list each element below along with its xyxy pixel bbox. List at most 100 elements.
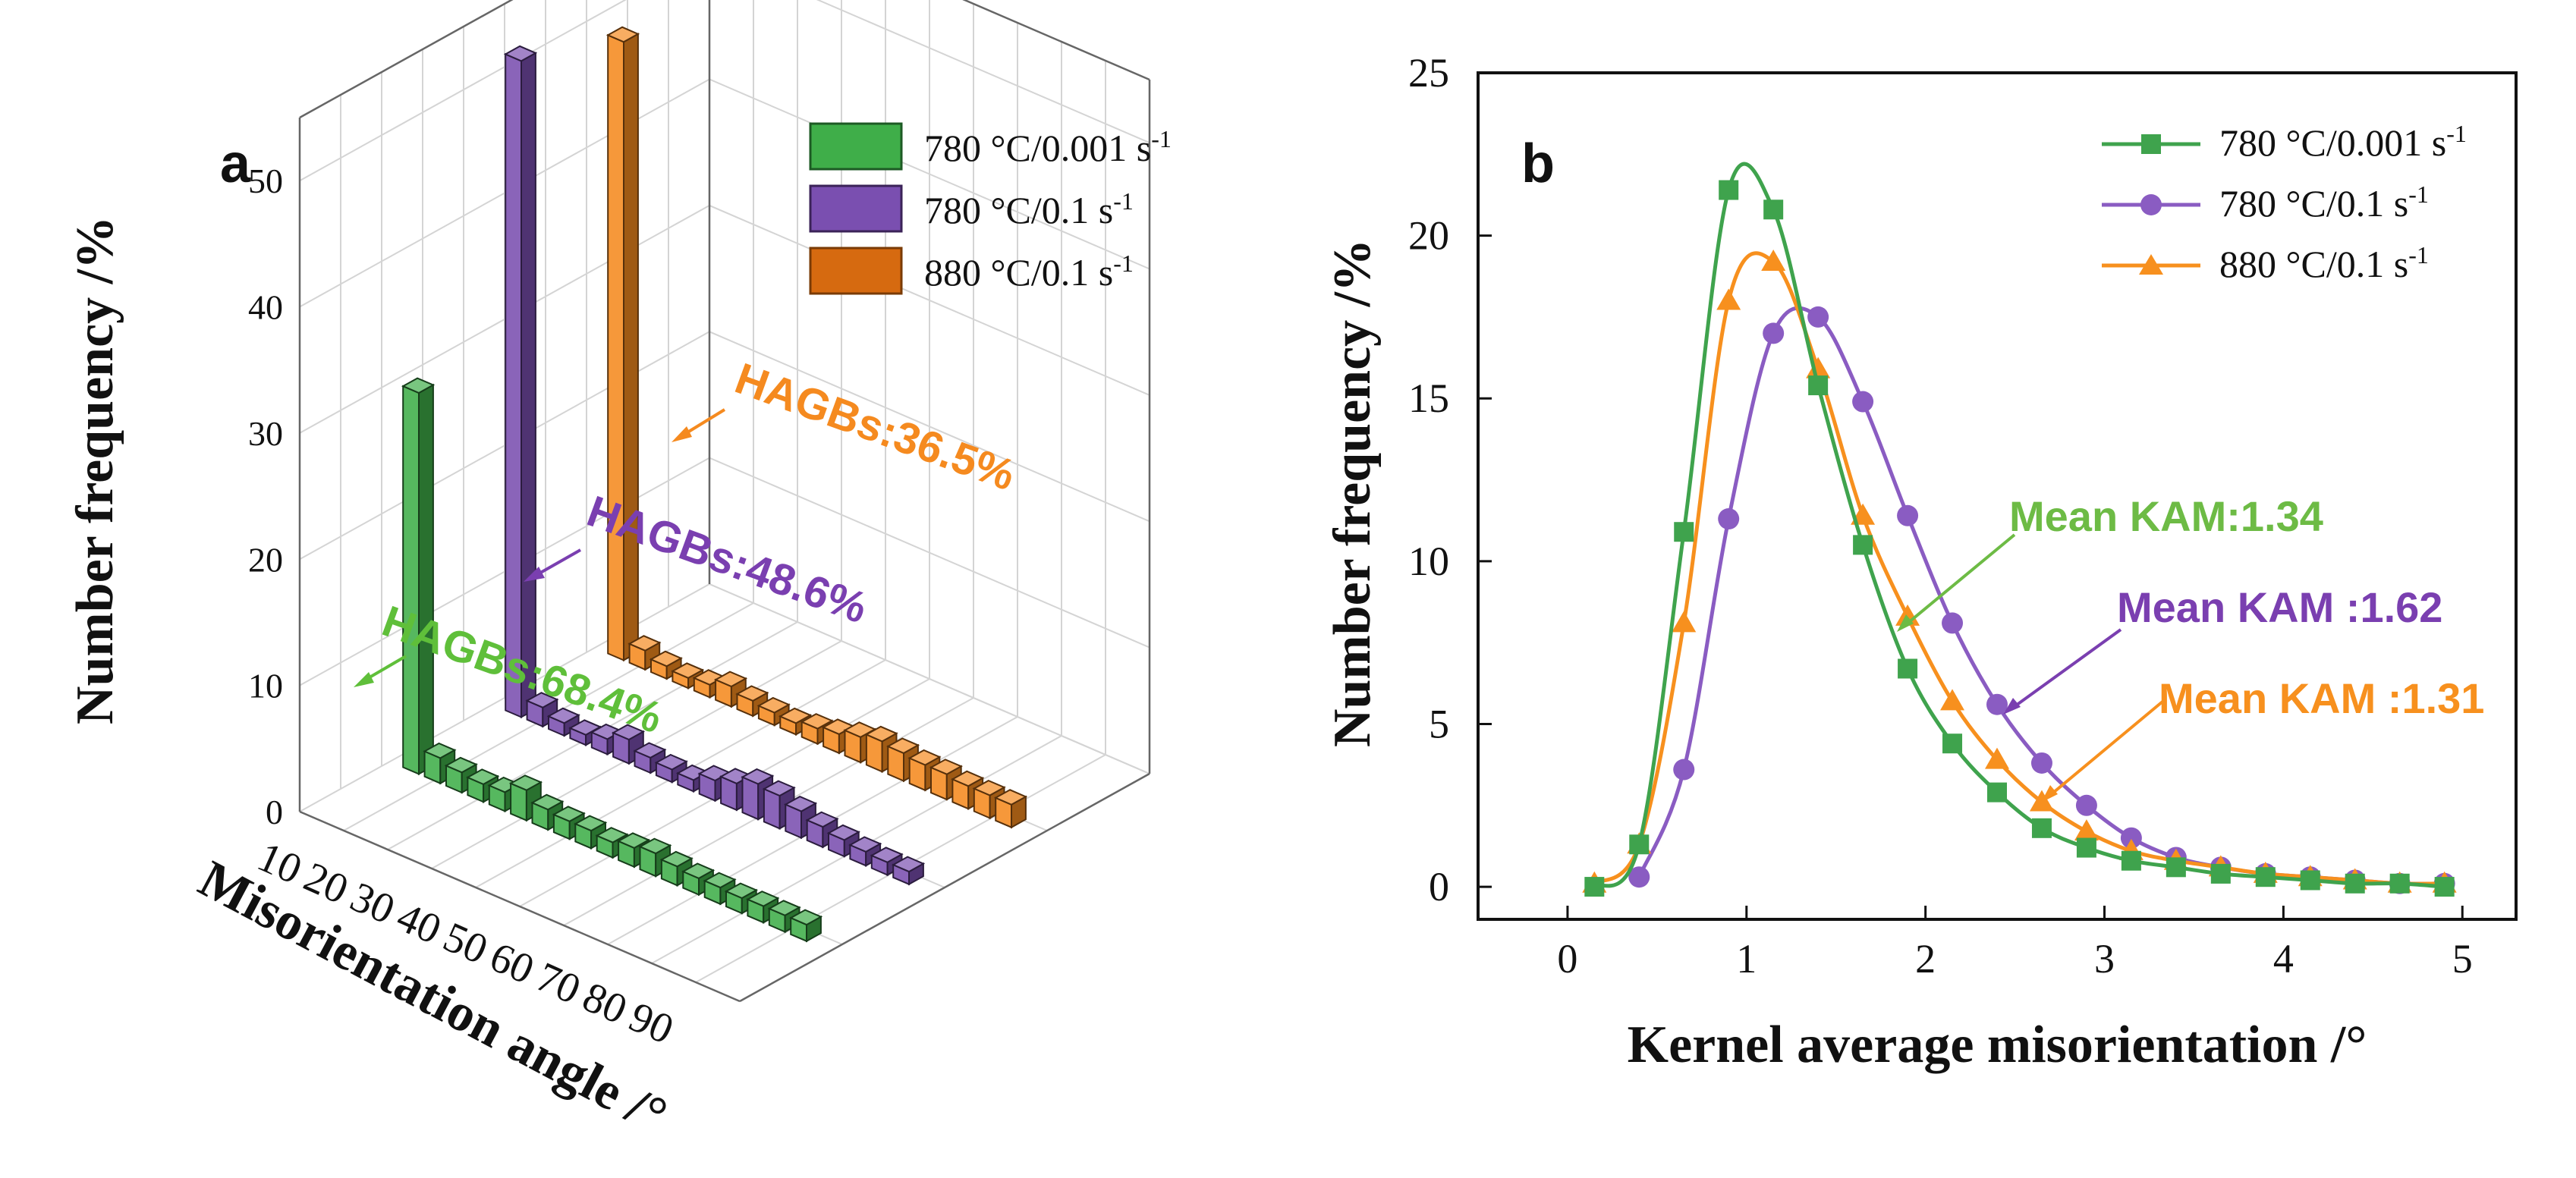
- panel-b-x-tick-label: 0: [1557, 936, 1577, 982]
- data-point-square: [1674, 522, 1694, 542]
- panel-b-x-tick-label: 3: [2094, 936, 2115, 982]
- bar-top-face: [756, 696, 791, 714]
- bar-top-face: [907, 749, 942, 766]
- panel-a-y-ticks: 0 10 20 30 40 50: [248, 162, 283, 831]
- bar-front-face: [402, 385, 420, 775]
- panel-b-ticks: 0 1 2 3 4 5 0 5 10 15 20 25: [1408, 50, 2473, 982]
- panel-b-y-tick-label: 10: [1408, 539, 1449, 584]
- series-line-880-01: [1593, 251, 2445, 886]
- panel-b-y-tick-label: 5: [1429, 701, 1449, 746]
- annotation-mean-kam-780-0001: Mean KAM:1.34: [2009, 492, 2323, 540]
- bar-top-face: [886, 737, 920, 755]
- annotation-arrowhead-kam-780-0001: [1897, 614, 1914, 632]
- panel-a-grid-line-h: [299, 0, 1150, 182]
- bar-top-face: [654, 753, 688, 771]
- data-point-triangle: [1806, 357, 1831, 379]
- bar-780-01: [503, 45, 538, 719]
- bar-top-face: [605, 26, 640, 43]
- bar-top-face: [805, 811, 839, 828]
- panel-b-annotations: Mean KAM:1.34 Mean KAM :1.62 Mean KAM :1…: [1897, 492, 2484, 803]
- panel-b-x-tick-label: 1: [1736, 936, 1757, 982]
- panel-a-x-tick-label: 90: [622, 994, 680, 1054]
- bar-top-face: [788, 909, 823, 926]
- panel-a-x-tick-label: 70: [530, 953, 587, 1013]
- data-point-square: [2031, 818, 2052, 838]
- annotation-arrowhead-880: [672, 426, 692, 442]
- data-point-triangle: [2074, 819, 2099, 841]
- data-point-square: [1719, 180, 1739, 200]
- legend-label-a-780-01: 780 °C/0.1 s-1: [924, 187, 1134, 231]
- bar-top-face: [767, 900, 801, 916]
- data-point-square: [1987, 782, 2007, 803]
- bar-780-0001: [530, 793, 565, 831]
- panel-a-label: a: [220, 134, 251, 194]
- panel-b-legend: 780 °C/0.001 s-1 780 °C/0.1 s-1 880 °C/0…: [2102, 120, 2467, 285]
- bar-880-01: [649, 650, 683, 680]
- data-point-triangle: [1940, 689, 1965, 711]
- panel-a-y-tick-label: 40: [248, 288, 283, 327]
- panel-b-x-tick-label: 2: [1915, 936, 1936, 982]
- panel-a-axis-edge: [299, 810, 741, 1003]
- annotation-mean-kam-880-01: Mean KAM :1.31: [2159, 674, 2484, 722]
- data-point-square: [2389, 873, 2410, 894]
- bar-780-0001: [423, 742, 457, 785]
- legend-label-a-880-01: 880 °C/0.1 s-1: [924, 250, 1134, 294]
- panel-a-axis-edge: [962, 0, 1150, 81]
- panel-b-x-tick-label: 4: [2273, 936, 2294, 982]
- data-point-triangle: [1985, 747, 2009, 769]
- panel-a-y-axis-title: Number frequency /%: [66, 216, 124, 724]
- data-point-circle: [1807, 306, 1829, 328]
- bar-top-face: [444, 756, 478, 774]
- bar-top-face: [746, 891, 780, 907]
- legend-marker-b-triangle: [2139, 254, 2163, 275]
- bar-top-face: [724, 882, 758, 900]
- data-point-circle: [1986, 693, 2008, 715]
- annotation-arrowhead-kam-880: [2041, 785, 2058, 803]
- panel-a-axis-edge: [299, 0, 514, 119]
- bar-880-01: [605, 26, 640, 662]
- panel-a-y-tick-label: 30: [248, 414, 283, 453]
- data-point-triangle: [2029, 790, 2054, 812]
- bar-top-face: [993, 789, 1028, 806]
- bar-top-face: [741, 768, 775, 785]
- data-point-square: [2210, 863, 2231, 884]
- bar-top-face: [778, 707, 813, 724]
- panel-a-axes: [298, 0, 1151, 1003]
- annotation-arrow-kam-780-01: [2009, 628, 2122, 711]
- bar-780-0001: [788, 909, 823, 943]
- legend-label-b-880-01: 880 °C/0.1 s-1: [2219, 241, 2429, 285]
- data-point-square: [2345, 873, 2365, 894]
- bar-top-face: [659, 850, 694, 868]
- data-point-circle: [1942, 612, 1964, 634]
- legend-marker-b-circle: [2140, 194, 2162, 215]
- annotation-arrowhead-780-01: [524, 567, 545, 582]
- bar-top-face: [638, 837, 672, 855]
- panel-b-y-axis-title: Number frequency /%: [1323, 239, 1382, 747]
- bar-side-face: [418, 383, 434, 776]
- panel-a-bars: [401, 26, 1028, 943]
- bar-top-face: [951, 770, 985, 787]
- panel-b-series: [1582, 162, 2457, 897]
- data-point-circle: [1763, 322, 1785, 344]
- annotation-arrow-kam-880: [2047, 700, 2164, 798]
- bar-top-face: [671, 662, 705, 679]
- annotation-arrow-kam-780-0001: [1903, 533, 2016, 627]
- data-point-triangle: [1895, 604, 1920, 626]
- annotation-mean-kam-780-01: Mean KAM :1.62: [2117, 583, 2442, 631]
- bar-top-face: [627, 635, 662, 652]
- panel-a-y-tick-label: 20: [248, 540, 283, 579]
- bar-top-face: [848, 836, 882, 853]
- bar-top-face: [681, 862, 716, 880]
- panel-b-x-tick-label: 5: [2452, 936, 2473, 982]
- data-point-circle: [1628, 866, 1650, 888]
- bar-top-face: [508, 774, 543, 791]
- data-point-circle: [1852, 391, 1874, 413]
- data-point-circle: [1718, 508, 1740, 530]
- panel-b-y-tick-label: 15: [1408, 375, 1449, 421]
- data-point-square: [1629, 834, 1650, 855]
- bar-top-face: [762, 780, 796, 797]
- bar-780-01: [891, 856, 926, 886]
- data-point-circle: [1673, 759, 1695, 781]
- bar-top-face: [552, 806, 586, 822]
